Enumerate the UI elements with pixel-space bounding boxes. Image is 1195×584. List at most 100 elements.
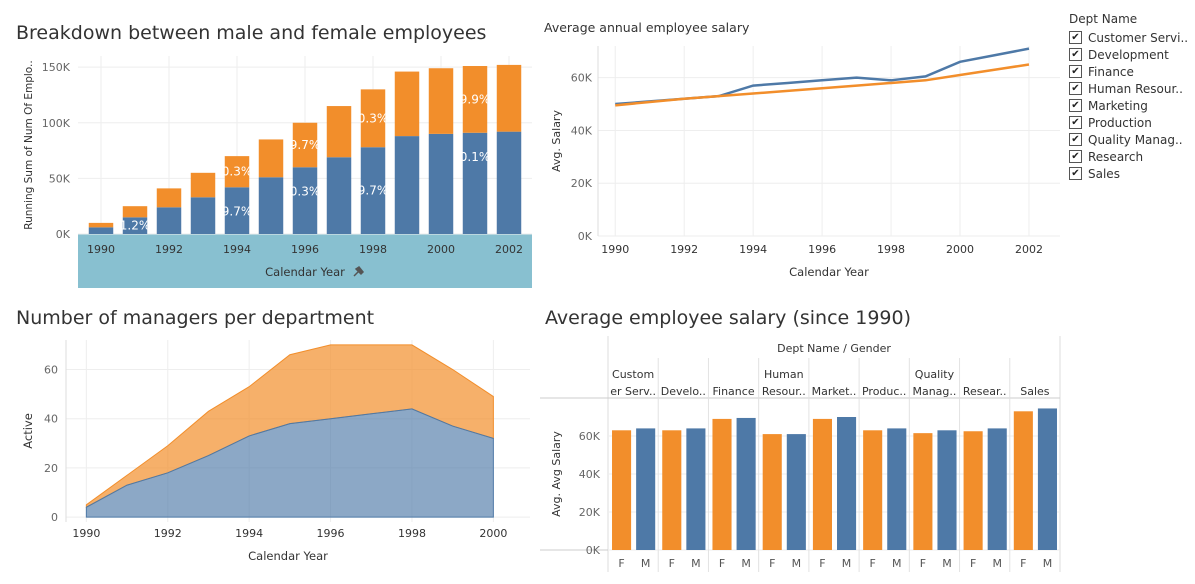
y-tick-label: 40K <box>579 468 601 481</box>
managers-area-chart: 0 20 40 60 1990 1992 1994 1996 1998 2000 Calendar … <box>21 340 530 563</box>
pin-icon-shape <box>353 265 365 277</box>
x-tick-label: 1994 <box>739 243 767 256</box>
pin-icon <box>353 265 365 277</box>
bar-data-label: 9.7% <box>222 204 253 218</box>
group-label: Manag.. <box>912 385 956 398</box>
bar-male <box>736 417 756 550</box>
bar-segment-male <box>462 132 488 234</box>
y-tick-label: 60K <box>571 72 593 85</box>
legend-item[interactable]: ✔ Quality Manag.. <box>1069 131 1191 148</box>
bar-segment-female <box>326 106 352 158</box>
legend-item[interactable]: ✔ Production <box>1069 114 1191 131</box>
check-icon[interactable]: ✔ <box>1069 150 1082 163</box>
gender-tick-label: M <box>741 557 751 570</box>
column-header: Dept Name / Gender <box>777 342 891 355</box>
bar-segment-male <box>428 133 454 234</box>
bar-segment-male <box>258 177 284 234</box>
y-tick-label: 0K <box>578 230 593 243</box>
check-icon[interactable]: ✔ <box>1069 65 1082 78</box>
y-tick-label: 0 <box>51 511 58 524</box>
gender-tick-label: F <box>819 557 825 570</box>
x-tick-label: 1990 <box>601 243 629 256</box>
x-tick-label: 1994 <box>235 527 263 540</box>
bar-segment-male <box>190 197 216 234</box>
x-tick-label: 1994 <box>223 243 251 256</box>
y-axis-title: Avg. Avg Salary <box>550 431 563 517</box>
gender-tick-label: M <box>842 557 852 570</box>
bar-female <box>963 431 983 550</box>
bar-segment-female <box>122 206 148 218</box>
gender-tick-label: F <box>920 557 926 570</box>
legend-item[interactable]: ✔ Sales <box>1069 165 1191 182</box>
legend-item[interactable]: ✔ Research <box>1069 148 1191 165</box>
salary-by-dept-chart: Dept Name / Gender 0K 20K 40K 60K Custom er Se… <box>540 336 1061 572</box>
group-label: Human <box>764 368 804 381</box>
legend-item[interactable]: ✔ Customer Servi.. <box>1069 29 1191 46</box>
gender-tick-label: F <box>719 557 725 570</box>
group-label: Custom <box>612 368 654 381</box>
dept-legend: Dept Name ✔ Customer Servi.. ✔ Development ✔… <box>1069 12 1191 182</box>
x-tick-label: 1992 <box>154 527 182 540</box>
bar-segment-female <box>462 66 488 133</box>
x-tick-label: 1996 <box>808 243 836 256</box>
bar-female <box>1013 411 1033 550</box>
bar-male <box>786 434 806 550</box>
y-tick-label: 20K <box>579 506 601 519</box>
y-tick-label: 60 <box>44 364 58 377</box>
gender-tick-label: M <box>892 557 902 570</box>
bar-segment-female <box>360 89 386 148</box>
bar-male <box>887 428 907 550</box>
bar-male <box>937 430 957 550</box>
bar-female <box>812 418 832 550</box>
legend-item[interactable]: ✔ Development <box>1069 46 1191 63</box>
x-tick-label: 2000 <box>479 527 507 540</box>
legend-item-label: Human Resour.. <box>1088 81 1183 96</box>
x-tick-label: 1998 <box>359 243 387 256</box>
y-tick-label: 60K <box>579 430 601 443</box>
gender-tick-label: F <box>769 557 775 570</box>
y-axis-title: Active <box>21 413 35 449</box>
bar-segment-male <box>394 136 420 234</box>
bar-data-label: 9.9% <box>460 92 491 106</box>
x-tick-label: 1992 <box>670 243 698 256</box>
area-series-male <box>85 408 494 518</box>
gender-tick-label: F <box>970 557 976 570</box>
check-icon[interactable]: ✔ <box>1069 133 1082 146</box>
y-tick-label: 20 <box>44 462 58 475</box>
check-icon[interactable]: ✔ <box>1069 82 1082 95</box>
x-axis-title: Calendar Year <box>265 265 345 279</box>
bar-segment-female <box>394 71 420 137</box>
bar-male <box>837 417 857 550</box>
legend-item[interactable]: ✔ Marketing <box>1069 97 1191 114</box>
bar-data-label: 0.1% <box>460 150 491 164</box>
x-tick-label: 2002 <box>495 243 523 256</box>
group-label: Develo.. <box>661 385 706 398</box>
check-icon[interactable]: ✔ <box>1069 116 1082 129</box>
check-icon[interactable]: ✔ <box>1069 48 1082 61</box>
legend-item[interactable]: ✔ Human Resour.. <box>1069 80 1191 97</box>
legend-item[interactable]: ✔ Finance <box>1069 63 1191 80</box>
chart-title-managers: Number of managers per department <box>16 307 375 329</box>
check-icon[interactable]: ✔ <box>1069 31 1082 44</box>
bar-segment-female <box>190 172 216 198</box>
y-axis-title: Running Sum of Num Of Emplo.. <box>23 60 35 229</box>
legend-title: Dept Name <box>1069 12 1138 26</box>
bar-female <box>762 434 782 550</box>
bar-data-label: 9.7% <box>290 138 321 152</box>
bar-female <box>662 430 682 550</box>
legend-item-label: Research <box>1088 149 1144 164</box>
bar-data-label: 0.3% <box>290 184 321 198</box>
bar-segment-female <box>292 122 318 168</box>
gender-tick-label: M <box>1043 557 1053 570</box>
bar-segment-female <box>224 156 250 188</box>
x-tick-label: 2000 <box>427 243 455 256</box>
bar-segment-male <box>88 227 114 234</box>
gender-tick-label: M <box>992 557 1002 570</box>
check-icon[interactable]: ✔ <box>1069 167 1082 180</box>
bar-segment-male <box>156 207 182 234</box>
chart-title-salary-by-dept: Average employee salary (since 1990) <box>545 307 912 329</box>
gender-tick-label: F <box>1020 557 1026 570</box>
check-icon[interactable]: ✔ <box>1069 99 1082 112</box>
legend-item-label: Quality Manag.. <box>1088 132 1183 147</box>
chart-title-gender-breakdown: Breakdown between male and female employ… <box>16 22 487 44</box>
